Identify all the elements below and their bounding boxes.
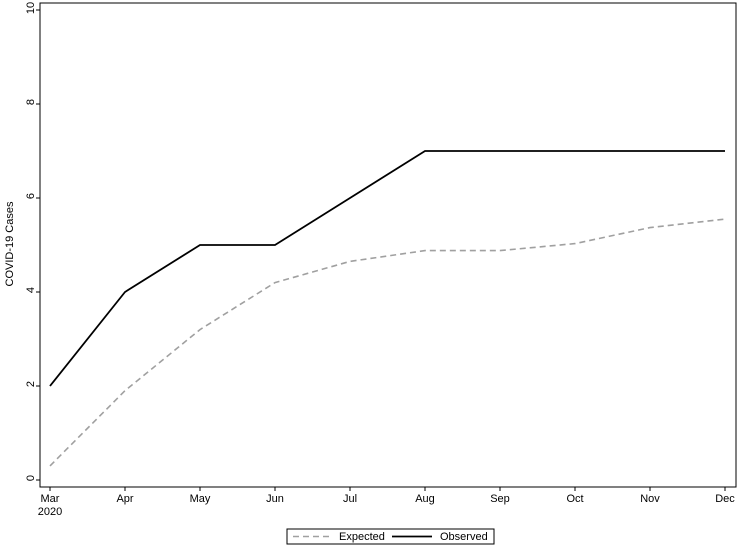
x-tick-label: Aug	[415, 493, 435, 505]
x-tick-label: Sep	[490, 493, 510, 505]
y-tick-label: 6	[25, 193, 37, 199]
y-tick-label: 10	[25, 2, 37, 14]
x-tick-label: Mar	[41, 493, 60, 505]
x-tick-sublabel: 2020	[38, 506, 62, 518]
y-axis: 0 2 4 6 8 10	[25, 2, 40, 481]
x-tick-label: Nov	[640, 493, 660, 505]
x-tick-label: Apr	[116, 493, 133, 505]
y-axis-label: COVID-19 Cases	[4, 201, 16, 286]
plot-frame	[39, 2, 737, 488]
series-line-observed	[49, 150, 725, 387]
series-layer	[49, 150, 726, 467]
legend: Expected Observed	[286, 528, 495, 545]
y-tick-label: 8	[25, 99, 37, 105]
x-tick-label: Dec	[715, 493, 735, 505]
y-tick-label: 2	[25, 381, 37, 387]
x-tick-label: Jun	[266, 493, 284, 505]
x-axis: Mar Apr May Jun Jul Aug Sep Oct Nov Dec 2020	[38, 487, 735, 518]
y-tick-label: 4	[25, 287, 37, 293]
series-line-expected	[49, 218, 726, 467]
plot-border	[39, 2, 737, 488]
legend-box	[286, 528, 495, 545]
x-tick-label: May	[190, 493, 211, 505]
y-tick-label: 0	[25, 475, 37, 481]
legend-label-observed: Observed	[440, 531, 488, 543]
legend-label-expected: Expected	[339, 531, 385, 543]
x-tick-label: Jul	[343, 493, 357, 505]
x-tick-label: Oct	[566, 493, 583, 505]
